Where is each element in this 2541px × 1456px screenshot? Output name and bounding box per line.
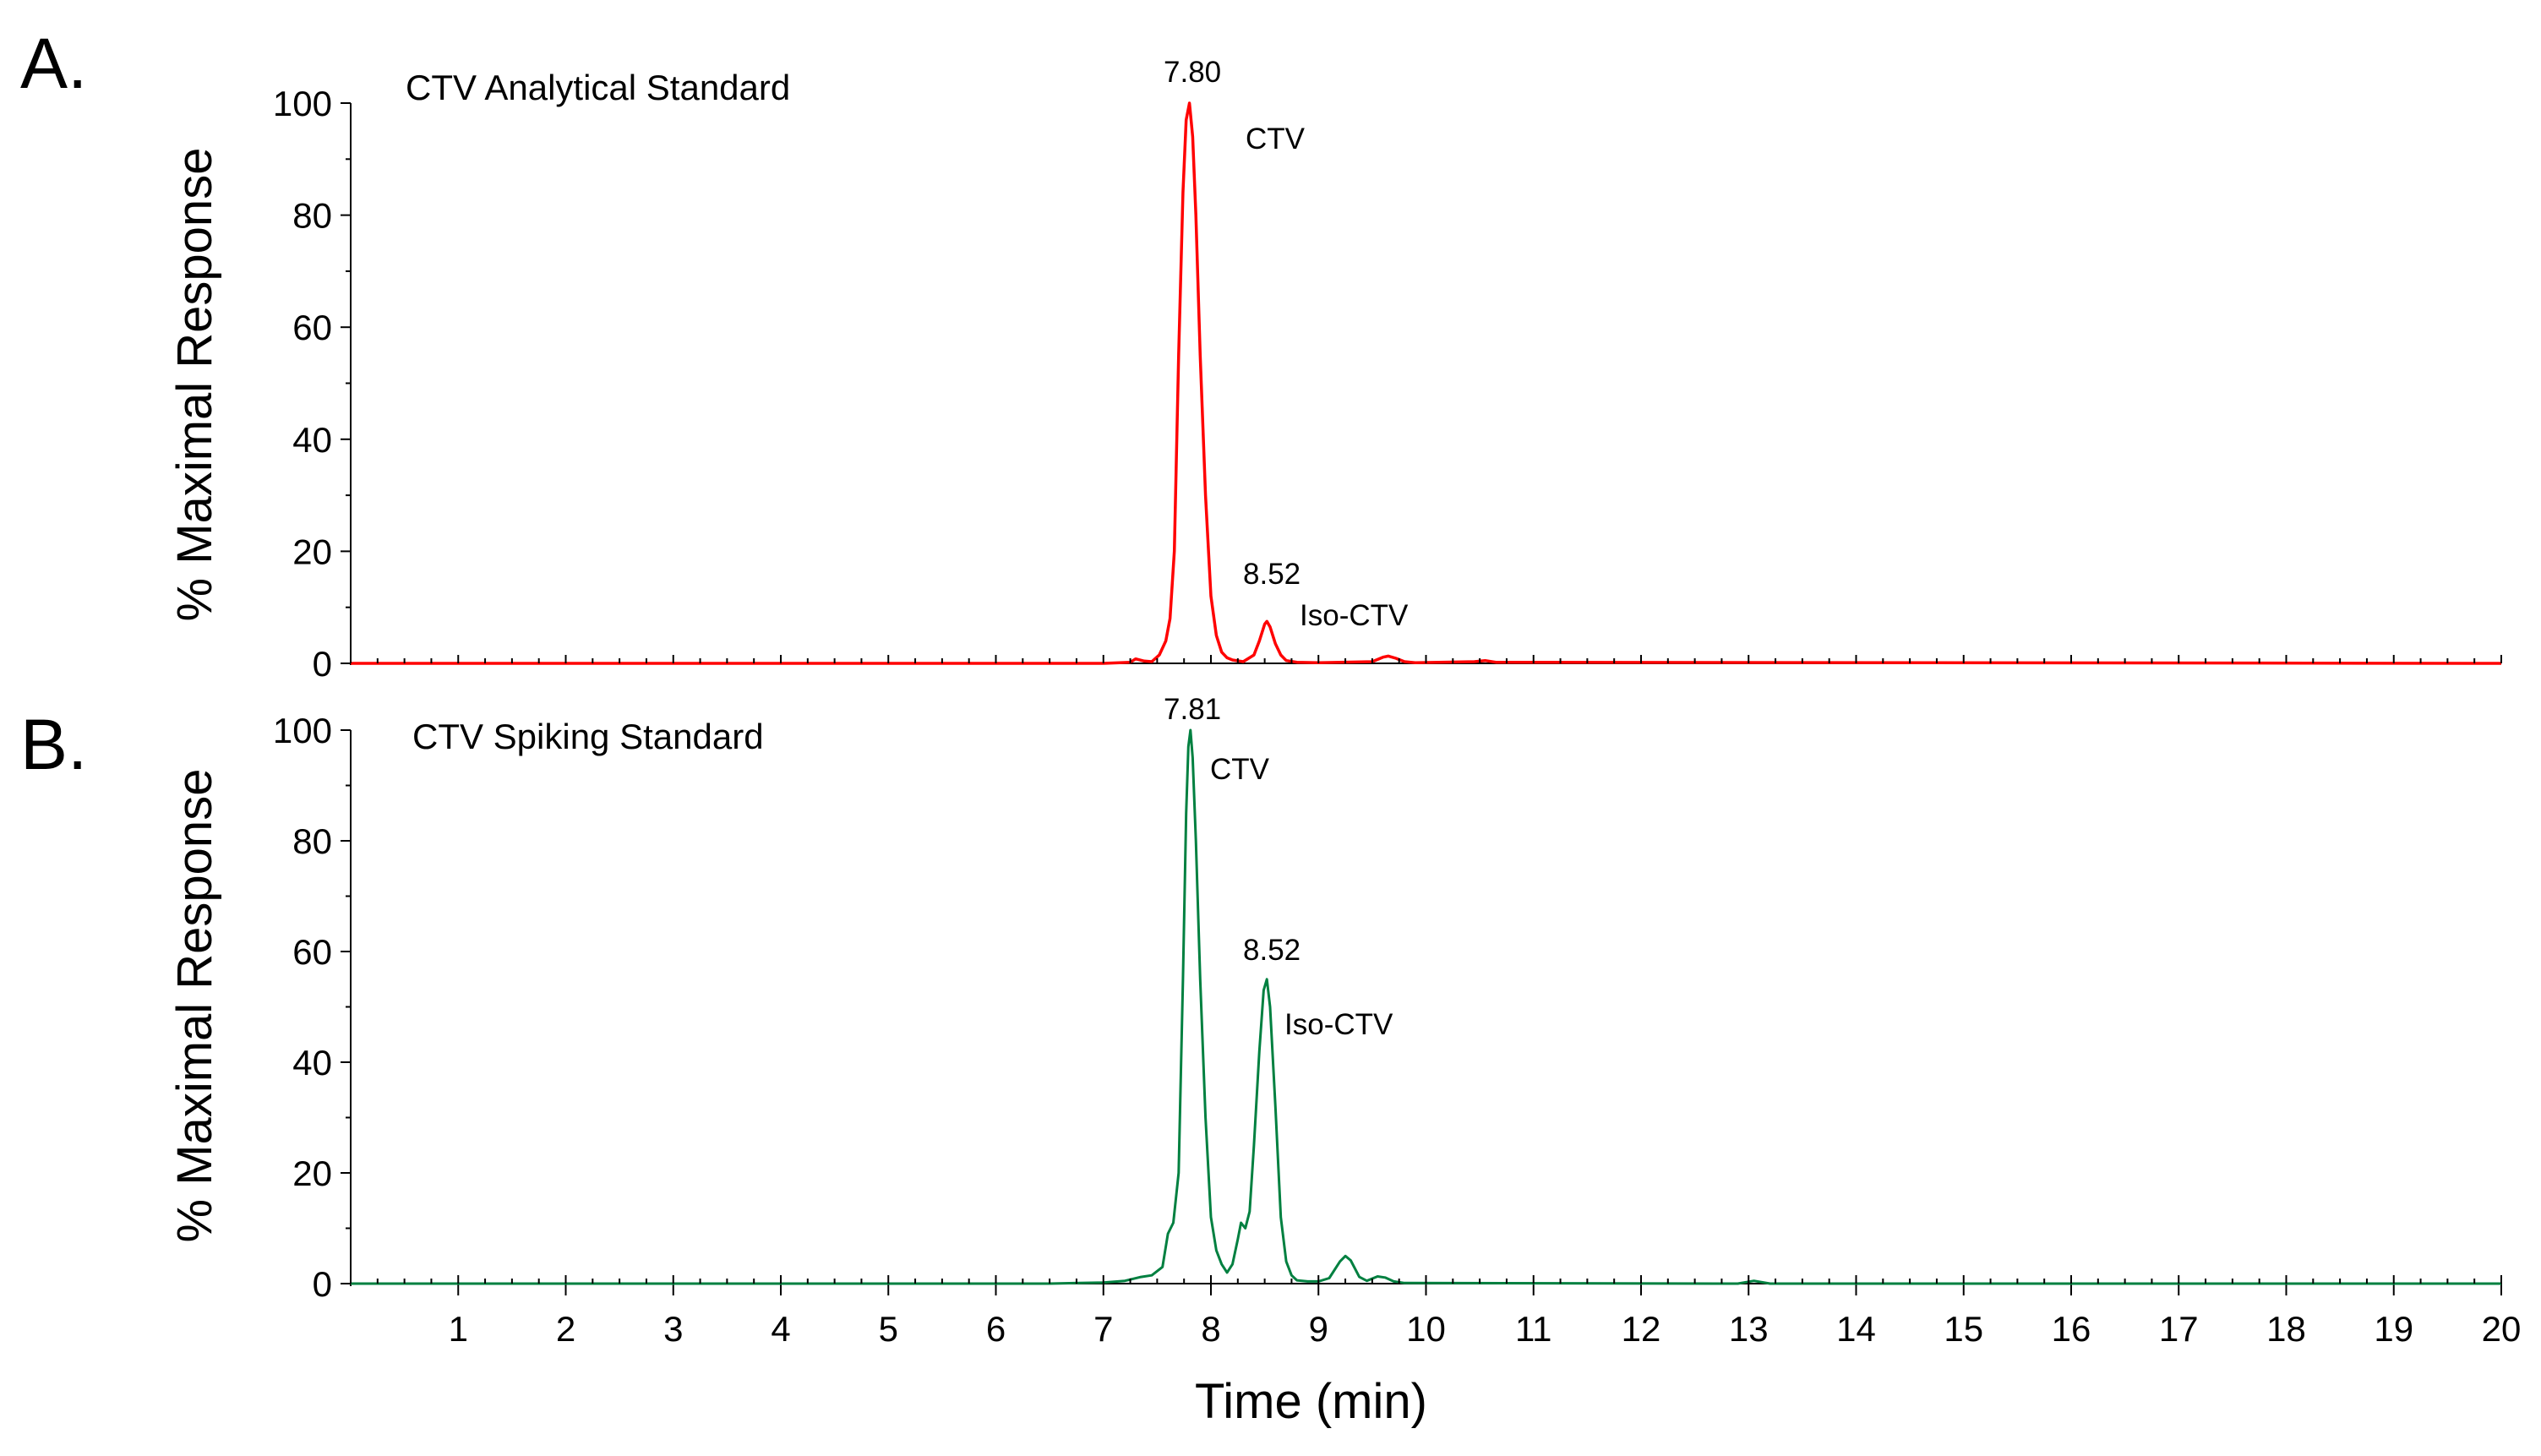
x-tick-label: 14 xyxy=(1836,1309,1876,1349)
y-tick-label: 0 xyxy=(313,644,332,684)
x-tick-label: 11 xyxy=(1515,1309,1552,1349)
panel-b-annotation-rt-iso-ctv: 8.52 xyxy=(1243,934,1300,967)
x-tick-label: 5 xyxy=(879,1309,898,1349)
panel-b-annotation-iso-ctv: Iso-CTV xyxy=(1284,1008,1393,1041)
y-tick-label: 20 xyxy=(292,532,332,571)
panel-a-annotations: 7.80 CTV 8.52 Iso-CTV xyxy=(1164,56,1409,632)
panel-a-annotation-rt-iso-ctv: 8.52 xyxy=(1243,558,1300,591)
x-tick-label: 3 xyxy=(663,1309,683,1349)
panel-a-annotation-ctv: CTV xyxy=(1246,123,1306,155)
x-tick-label: 13 xyxy=(1729,1309,1769,1349)
panel-b: B. CTV Spiking Standard % Maximal Respon… xyxy=(20,693,2521,1429)
panel-b-plot-area xyxy=(350,728,2502,1286)
y-tick-label: 20 xyxy=(292,1153,332,1193)
x-tick-label: 20 xyxy=(2482,1309,2522,1349)
x-tick-label: 1 xyxy=(449,1309,468,1349)
panel-a-y-axis-label: % Maximal Response xyxy=(167,148,222,622)
panel-b-y-ticks: 0 20 40 60 80 100 xyxy=(273,711,351,1304)
panel-a-annotation-iso-ctv: Iso-CTV xyxy=(1300,599,1409,632)
y-tick-label: 60 xyxy=(292,308,332,347)
x-tick-label: 15 xyxy=(1944,1309,1983,1349)
panel-a-title: CTV Analytical Standard xyxy=(406,68,790,107)
panel-b-annotations: 7.81 CTV 8.52 Iso-CTV xyxy=(1164,693,1393,1041)
x-tick-label: 8 xyxy=(1201,1309,1220,1349)
y-tick-label: 80 xyxy=(292,821,332,861)
panel-a: A. CTV Analytical Standard % Maximal Res… xyxy=(20,24,2502,684)
x-tick-label: 10 xyxy=(1406,1309,1446,1349)
panel-b-annotation-ctv: CTV xyxy=(1210,753,1270,786)
x-tick-label: 7 xyxy=(1093,1309,1113,1349)
y-tick-label: 0 xyxy=(313,1264,332,1304)
x-tick-label: 18 xyxy=(2266,1309,2306,1349)
x-tick-label: 16 xyxy=(2052,1309,2091,1349)
panel-a-y-ticks: 0 20 40 60 80 100 xyxy=(273,84,351,684)
y-tick-label: 40 xyxy=(292,1043,332,1082)
x-tick-label: 4 xyxy=(771,1309,790,1349)
panel-b-x-ticks: 1 2 3 4 5 6 7 8 9 10 11 12 13 14 15 16 17 18 19 20 xyxy=(449,1284,2522,1349)
x-tick-label: 9 xyxy=(1309,1309,1328,1349)
panel-b-title: CTV Spiking Standard xyxy=(412,717,764,756)
y-tick-label: 100 xyxy=(273,711,332,750)
panel-b-letter: B. xyxy=(20,705,87,784)
x-axis-label: Time (min) xyxy=(1195,1374,1427,1429)
x-tick-label: 17 xyxy=(2159,1309,2199,1349)
x-tick-label: 12 xyxy=(1622,1309,1661,1349)
panel-a-plot-area xyxy=(350,101,2502,665)
panel-a-trace-line xyxy=(351,101,2502,665)
y-tick-label: 40 xyxy=(292,420,332,460)
x-tick-label: 2 xyxy=(556,1309,575,1349)
panel-a-annotation-rt-ctv: 7.80 xyxy=(1164,56,1221,89)
x-tick-label: 19 xyxy=(2374,1309,2413,1349)
y-tick-label: 100 xyxy=(273,84,332,123)
panel-b-y-axis-label: % Maximal Response xyxy=(167,769,222,1243)
panel-a-letter: A. xyxy=(20,24,87,103)
panel-b-trace-line xyxy=(351,728,2501,1285)
panel-b-annotation-rt-ctv: 7.81 xyxy=(1164,693,1221,726)
y-tick-label: 60 xyxy=(292,932,332,972)
x-tick-label: 6 xyxy=(986,1309,1006,1349)
y-tick-label: 80 xyxy=(292,196,332,236)
